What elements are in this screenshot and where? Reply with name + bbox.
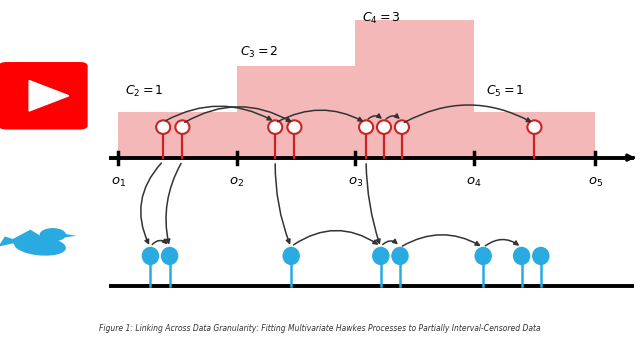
- Text: $C_4 = 3$: $C_4 = 3$: [362, 11, 401, 26]
- Ellipse shape: [287, 120, 301, 134]
- Ellipse shape: [533, 248, 548, 264]
- Ellipse shape: [284, 248, 299, 264]
- Bar: [474, 112, 595, 158]
- Ellipse shape: [392, 248, 408, 264]
- Ellipse shape: [395, 120, 409, 134]
- Text: $o_3$: $o_3$: [348, 176, 363, 190]
- Ellipse shape: [359, 120, 373, 134]
- Ellipse shape: [14, 236, 66, 256]
- Text: $o_5$: $o_5$: [588, 176, 603, 190]
- Ellipse shape: [268, 120, 282, 134]
- FancyBboxPatch shape: [0, 62, 88, 129]
- Text: $C_5 = 1$: $C_5 = 1$: [486, 84, 525, 99]
- Ellipse shape: [377, 120, 391, 134]
- Text: Figure 1: Linking Across Data Granularity: Fitting Multivariate Hawkes Processes: Figure 1: Linking Across Data Granularit…: [99, 324, 541, 333]
- Ellipse shape: [156, 120, 170, 134]
- Ellipse shape: [162, 248, 177, 264]
- Text: $o_1$: $o_1$: [111, 176, 126, 190]
- Text: $o_4$: $o_4$: [466, 176, 481, 190]
- Bar: [237, 66, 355, 158]
- Ellipse shape: [175, 120, 189, 134]
- Ellipse shape: [373, 248, 388, 264]
- Text: $C_2 = 1$: $C_2 = 1$: [125, 84, 164, 99]
- Bar: [118, 112, 237, 158]
- Ellipse shape: [527, 120, 541, 134]
- Polygon shape: [29, 80, 69, 111]
- Polygon shape: [60, 233, 77, 238]
- Ellipse shape: [476, 248, 491, 264]
- Text: $C_3 = 2$: $C_3 = 2$: [240, 45, 278, 60]
- Polygon shape: [8, 230, 50, 250]
- Ellipse shape: [143, 248, 158, 264]
- Ellipse shape: [514, 248, 529, 264]
- Polygon shape: [0, 237, 20, 247]
- Text: $o_2$: $o_2$: [229, 176, 244, 190]
- Bar: [355, 20, 474, 158]
- Ellipse shape: [40, 228, 66, 241]
